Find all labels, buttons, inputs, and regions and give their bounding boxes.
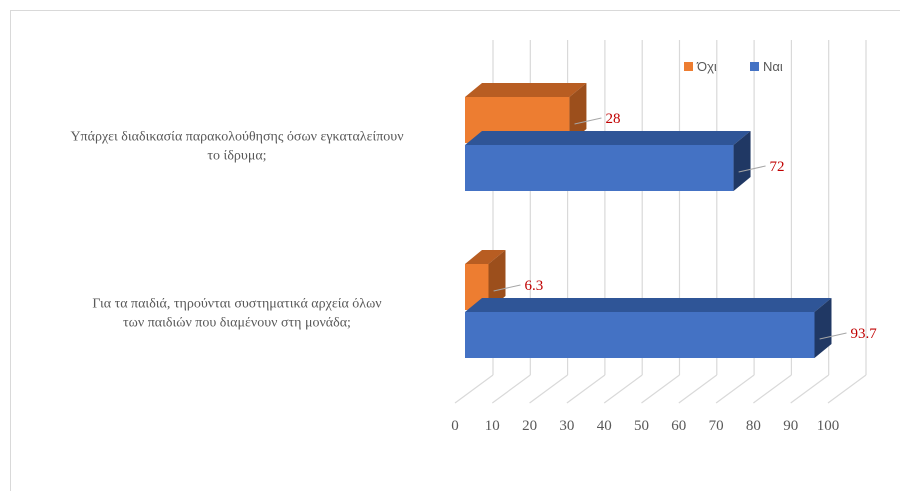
floor-gridline xyxy=(454,374,494,404)
floor-gridline xyxy=(678,374,718,404)
legend-label: Ναι xyxy=(763,59,783,74)
data-label: 72 xyxy=(770,159,785,175)
bar-side-face xyxy=(814,298,832,358)
data-label-leader xyxy=(819,332,847,340)
floor-gridline xyxy=(491,374,531,404)
bar-top-face xyxy=(465,131,751,145)
data-label: 28 xyxy=(605,111,620,127)
data-label-leader xyxy=(574,117,602,125)
bar-nai xyxy=(465,312,815,358)
legend-swatch xyxy=(684,62,693,71)
legend-swatch xyxy=(750,62,759,71)
floor-gridline xyxy=(641,374,680,404)
data-label: 93.7 xyxy=(851,326,878,342)
x-tick-label: 100 xyxy=(817,418,840,434)
floor-gridline xyxy=(566,374,606,404)
floor-gridline xyxy=(827,374,867,404)
bar-nai xyxy=(465,145,734,191)
floor-gridline xyxy=(715,374,755,404)
bar-side-face xyxy=(733,131,751,191)
x-tick-label: 10 xyxy=(485,418,500,434)
bar-side-face xyxy=(488,250,506,310)
x-tick-label: 40 xyxy=(597,418,612,434)
x-tick-label: 90 xyxy=(783,418,798,434)
floor-gridline xyxy=(790,374,830,404)
x-tick-label: 30 xyxy=(559,418,574,434)
floor-gridline xyxy=(753,374,792,404)
data-label-leader xyxy=(738,165,766,173)
floor-gridline xyxy=(529,374,568,404)
bar-top-face xyxy=(465,298,832,312)
frame-border-top xyxy=(10,10,900,11)
data-label: 6.3 xyxy=(524,278,543,294)
frame-border-left xyxy=(10,10,11,491)
x-tick-label: 50 xyxy=(634,418,649,434)
x-tick-label: 0 xyxy=(451,418,459,434)
floor-gridline xyxy=(603,374,643,404)
category-label: το ίδρυμα; xyxy=(207,149,266,164)
category-label: των παιδιών που διαμένουν στη μονάδα; xyxy=(123,316,351,331)
x-tick-label: 20 xyxy=(522,418,537,434)
data-label-leader xyxy=(493,284,521,292)
bar-top-face xyxy=(465,250,506,264)
category-label: Για τα παιδιά, τηρούνται συστηματικά αρχ… xyxy=(92,297,381,312)
x-tick-label: 60 xyxy=(671,418,686,434)
bar-top-face xyxy=(465,83,587,97)
x-tick-label: 80 xyxy=(746,418,761,434)
category-label: Υπάρχει διαδικασία παρακολούθησης όσων ε… xyxy=(70,130,403,145)
legend-label: Όχι xyxy=(696,59,717,74)
bar-side-face xyxy=(569,83,587,143)
x-tick-label: 70 xyxy=(709,418,724,434)
